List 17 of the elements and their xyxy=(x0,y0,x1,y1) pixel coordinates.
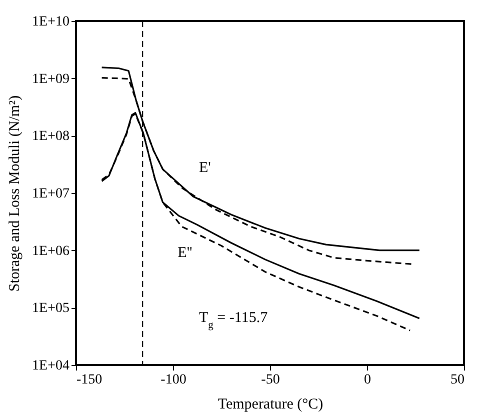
y-tick-label: 1E+05 xyxy=(32,301,70,316)
y-tick-label: 1E+10 xyxy=(32,14,70,30)
y-tick-label: 1E+04 xyxy=(32,358,70,374)
y-tick-label: 1E+07 xyxy=(32,186,70,202)
x-tick-label: 0 xyxy=(364,372,371,388)
annotation: E' xyxy=(198,160,212,176)
annotation: T$_{g}$ = -115.7 xyxy=(198,310,268,330)
x-tick-label: -100 xyxy=(160,372,186,388)
x-tick-label: -50 xyxy=(261,372,280,388)
x-tick-label: -150 xyxy=(76,372,102,388)
y-tick-label: 1E+06 xyxy=(32,244,70,259)
x-tick-label: 50 xyxy=(450,372,464,388)
annotation: E'' xyxy=(178,245,193,262)
y-tick-label: 1E+09 xyxy=(32,72,70,87)
x-axis-title: Temperature (°C) xyxy=(218,396,324,412)
y-tick-label: 1E+08 xyxy=(32,129,70,144)
y-axis-title: Storage and Loss Moduli (N/m²) xyxy=(7,95,24,292)
